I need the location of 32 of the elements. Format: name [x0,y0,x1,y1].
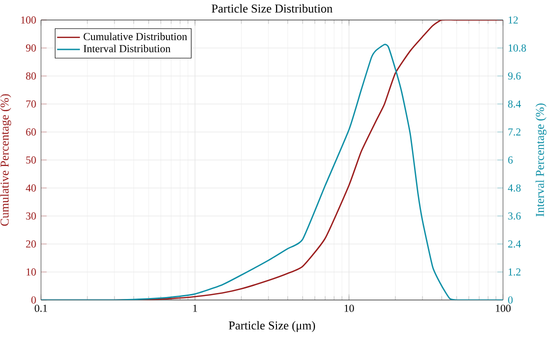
y-tick-label: 20 [26,240,36,248]
y-tick-label: 30 [26,212,36,220]
y-tick-label: 0 [31,296,36,304]
y2-tick-label: 1.2 [508,268,520,276]
y2-tick-label: 7.2 [508,128,520,136]
y-tick-label: 50 [26,156,36,164]
y2-tick-label: 0 [508,296,513,304]
y-tick-label: 40 [26,184,36,192]
y-tick-label: 10 [26,268,36,276]
y2-tick-label: 8.4 [508,100,521,108]
y-tick-label: 80 [26,72,36,80]
y2-tick-label: 4.8 [508,184,521,192]
legend-label: Interval Distribution [84,44,170,52]
y2-axis-title: Interval Percentage (%) [536,104,546,217]
y2-tick-label: 6 [508,156,513,164]
y2-tick-label: 9.6 [508,72,521,80]
x-tick-label: 100 [496,304,511,312]
y-tick-label: 90 [26,44,36,52]
y-tick-label: 100 [21,16,36,24]
x-tick-label: 0.1 [34,304,48,312]
y-axis-title: Cumulative Percentage (%) [0,94,12,226]
y2-tick-label: 10.8 [508,44,526,52]
legend-label: Cumulative Distribution [84,32,188,40]
y-tick-label: 70 [26,100,36,108]
x-tick-label: 1 [193,304,198,312]
x-tick-label: 10 [344,304,354,312]
y-tick-label: 60 [26,128,36,136]
chart-title: Particle Size Distribution [212,4,332,13]
x-axis-title: Particle Size (μm) [228,321,316,332]
y2-tick-label: 3.6 [508,212,521,220]
y2-tick-label: 2.4 [508,240,521,248]
y2-tick-label: 12 [508,16,518,24]
